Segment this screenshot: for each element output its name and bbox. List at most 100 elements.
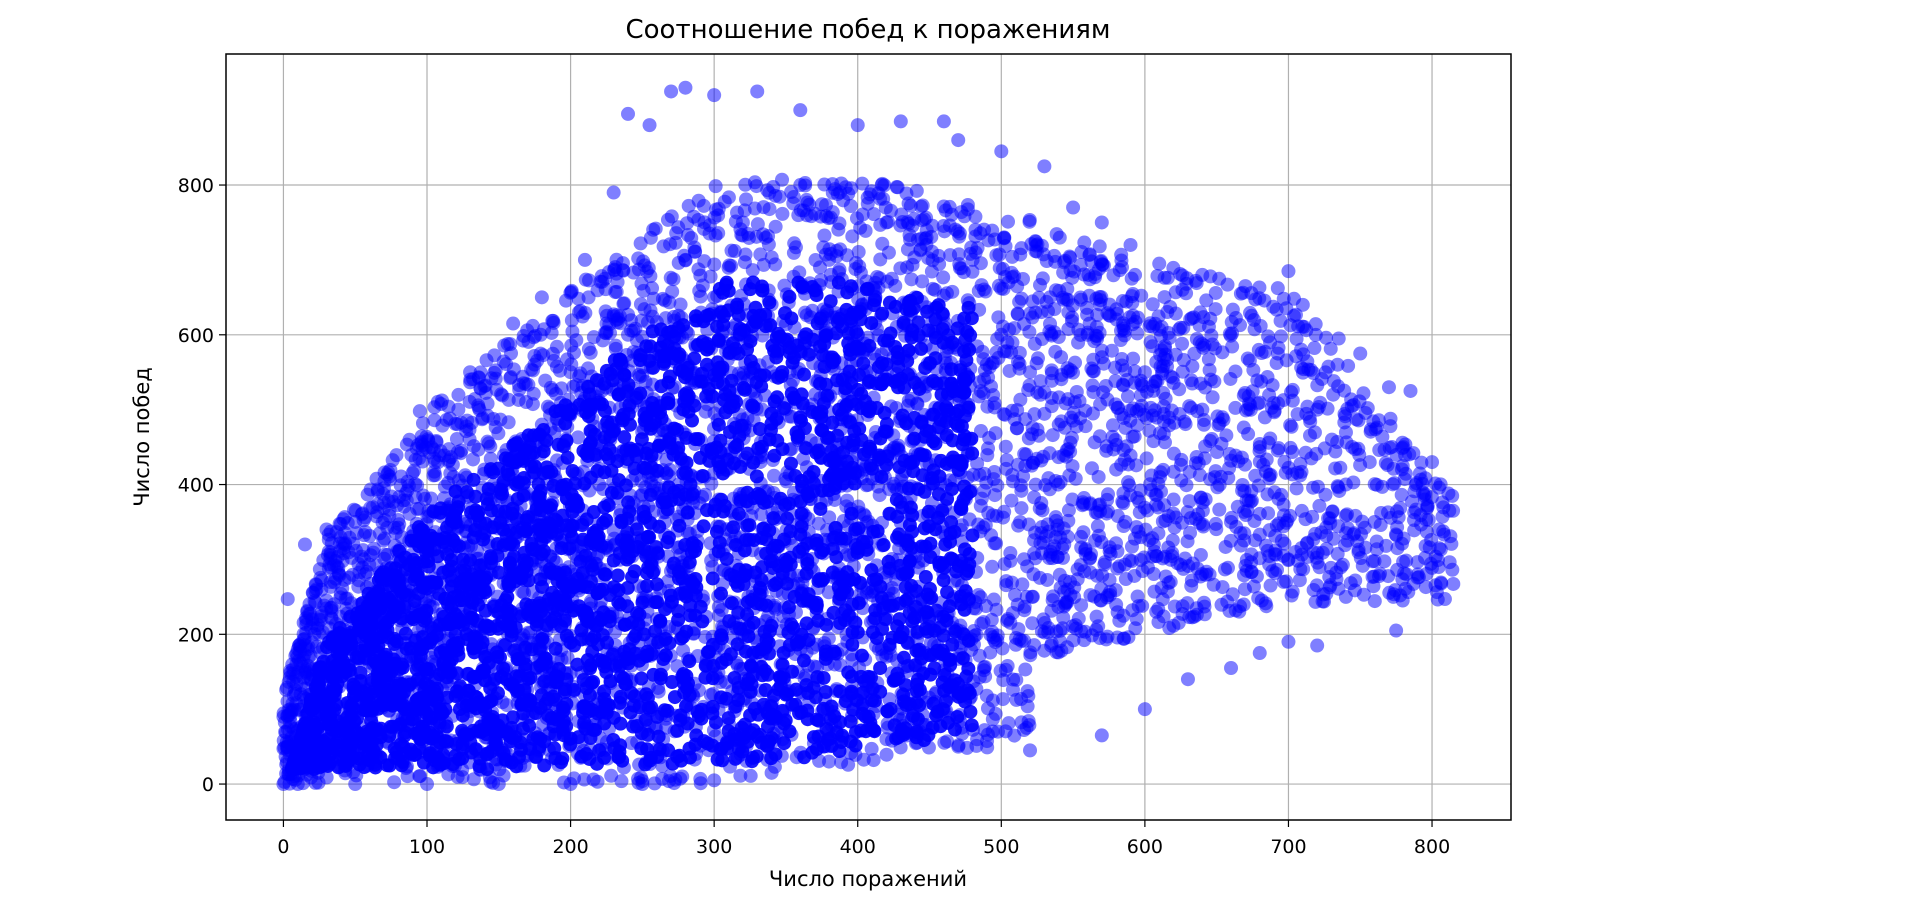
data-point <box>1369 477 1384 492</box>
data-point <box>1233 286 1248 301</box>
data-point <box>360 487 375 502</box>
data-point <box>1013 514 1028 529</box>
data-point <box>1403 383 1418 398</box>
data-point <box>647 776 662 791</box>
data-point <box>1328 444 1343 459</box>
data-point <box>1232 604 1247 619</box>
data-point <box>358 510 373 525</box>
data-point <box>1120 389 1135 404</box>
data-point <box>1319 330 1334 345</box>
data-point <box>661 774 676 789</box>
data-point <box>280 709 295 724</box>
data-point <box>293 656 308 671</box>
data-point <box>893 261 908 276</box>
data-point <box>904 272 919 287</box>
data-point <box>1069 384 1084 399</box>
data-point <box>1228 400 1243 415</box>
data-point <box>1394 487 1409 502</box>
data-point <box>451 387 466 402</box>
data-point <box>473 381 488 396</box>
data-point <box>1238 508 1253 523</box>
data-point <box>280 592 295 607</box>
data-point <box>1218 539 1233 554</box>
data-point <box>1037 159 1052 174</box>
data-point <box>1033 374 1048 389</box>
data-point <box>1237 582 1252 597</box>
data-point <box>1279 574 1294 589</box>
data-point <box>1225 339 1240 354</box>
data-point <box>1437 592 1452 607</box>
data-point <box>1388 527 1403 542</box>
data-point <box>1191 507 1206 522</box>
data-point <box>1001 214 1016 229</box>
data-point <box>1371 413 1386 428</box>
data-point <box>1163 299 1178 314</box>
data-point <box>453 446 468 461</box>
data-point <box>1398 466 1413 481</box>
data-point <box>1263 578 1278 593</box>
data-point <box>1012 294 1027 309</box>
data-point <box>1124 271 1139 286</box>
data-point <box>590 774 605 789</box>
data-point <box>1185 376 1200 391</box>
data-point <box>1017 633 1032 648</box>
data-point <box>733 768 748 783</box>
data-point <box>1414 455 1429 470</box>
data-point <box>1199 564 1214 579</box>
data-point <box>1015 577 1030 592</box>
data-point <box>1105 418 1120 433</box>
data-point <box>1286 308 1301 323</box>
data-point <box>1146 383 1161 398</box>
data-point <box>932 257 947 272</box>
data-point <box>549 339 564 354</box>
data-point <box>621 106 636 121</box>
data-point <box>1175 599 1190 614</box>
data-point <box>1220 594 1235 609</box>
data-point <box>305 585 320 600</box>
data-point <box>1205 390 1220 405</box>
data-point <box>985 559 1000 574</box>
data-point <box>1010 306 1025 321</box>
data-point <box>1066 200 1081 215</box>
data-point <box>1114 457 1129 472</box>
data-point <box>517 585 532 600</box>
data-point <box>606 185 621 200</box>
data-point <box>1175 336 1190 351</box>
data-point <box>1433 575 1448 590</box>
data-point <box>1147 544 1162 559</box>
data-point <box>915 198 930 213</box>
data-point <box>907 250 922 265</box>
data-point <box>724 258 739 273</box>
data-point <box>1272 516 1287 531</box>
data-point <box>563 285 578 300</box>
data-point <box>1145 408 1160 423</box>
data-point <box>1289 331 1304 346</box>
data-point <box>1018 662 1033 677</box>
data-point <box>578 306 593 321</box>
data-point <box>956 265 971 280</box>
data-point <box>1386 589 1401 604</box>
data-point <box>901 196 916 211</box>
data-point <box>992 260 1007 275</box>
data-point <box>1389 623 1404 638</box>
data-point <box>586 330 601 345</box>
data-point <box>1068 355 1083 370</box>
data-point <box>380 467 395 482</box>
data-point <box>1092 289 1107 304</box>
data-point <box>1220 560 1235 575</box>
data-point <box>985 712 1000 727</box>
data-point <box>951 738 966 753</box>
data-point <box>973 590 988 605</box>
data-point <box>960 202 975 217</box>
data-point <box>693 776 708 791</box>
data-point <box>1345 439 1360 454</box>
data-point <box>1094 215 1109 230</box>
data-point <box>1435 509 1450 524</box>
data-point <box>1353 346 1368 361</box>
data-point <box>986 592 1001 607</box>
data-point <box>1073 529 1088 544</box>
data-point <box>1258 538 1273 553</box>
data-point <box>1096 385 1111 400</box>
data-point <box>711 608 726 623</box>
data-point <box>1100 504 1115 519</box>
